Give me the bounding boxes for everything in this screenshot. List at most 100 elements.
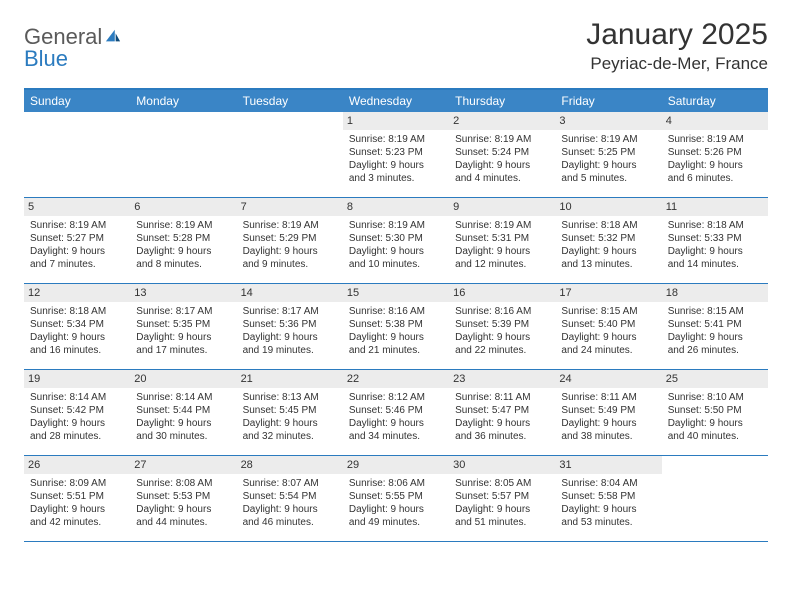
day-info: Sunrise: 8:16 AMSunset: 5:38 PMDaylight:… bbox=[347, 305, 445, 357]
sunset-line: Sunset: 5:24 PM bbox=[455, 146, 549, 159]
day-cell: 21Sunrise: 8:13 AMSunset: 5:45 PMDayligh… bbox=[237, 370, 343, 456]
day-number: 15 bbox=[343, 284, 449, 302]
daylight-line: Daylight: 9 hours and 13 minutes. bbox=[561, 245, 655, 271]
sunset-line: Sunset: 5:49 PM bbox=[561, 404, 655, 417]
sunrise-line: Sunrise: 8:19 AM bbox=[561, 133, 655, 146]
day-info: Sunrise: 8:15 AMSunset: 5:41 PMDaylight:… bbox=[666, 305, 764, 357]
sunset-line: Sunset: 5:34 PM bbox=[30, 318, 124, 331]
day-number: 26 bbox=[24, 456, 130, 474]
day-cell: 19Sunrise: 8:14 AMSunset: 5:42 PMDayligh… bbox=[24, 370, 130, 456]
day-info: Sunrise: 8:19 AMSunset: 5:26 PMDaylight:… bbox=[666, 133, 764, 185]
sunrise-line: Sunrise: 8:17 AM bbox=[243, 305, 337, 318]
day-number: 12 bbox=[24, 284, 130, 302]
sunrise-line: Sunrise: 8:15 AM bbox=[668, 305, 762, 318]
day-number: 5 bbox=[24, 198, 130, 216]
sunset-line: Sunset: 5:41 PM bbox=[668, 318, 762, 331]
day-cell: 22Sunrise: 8:12 AMSunset: 5:46 PMDayligh… bbox=[343, 370, 449, 456]
daylight-line: Daylight: 9 hours and 49 minutes. bbox=[349, 503, 443, 529]
daylight-line: Daylight: 9 hours and 32 minutes. bbox=[243, 417, 337, 443]
sunrise-line: Sunrise: 8:16 AM bbox=[455, 305, 549, 318]
day-info: Sunrise: 8:19 AMSunset: 5:24 PMDaylight:… bbox=[453, 133, 551, 185]
day-number: 22 bbox=[343, 370, 449, 388]
empty-cell bbox=[662, 456, 768, 542]
day-cell: 11Sunrise: 8:18 AMSunset: 5:33 PMDayligh… bbox=[662, 198, 768, 284]
sunrise-line: Sunrise: 8:12 AM bbox=[349, 391, 443, 404]
day-cell: 17Sunrise: 8:15 AMSunset: 5:40 PMDayligh… bbox=[555, 284, 661, 370]
calendar-grid: SundayMondayTuesdayWednesdayThursdayFrid… bbox=[24, 88, 768, 542]
day-info: Sunrise: 8:17 AMSunset: 5:35 PMDaylight:… bbox=[134, 305, 232, 357]
day-info: Sunrise: 8:19 AMSunset: 5:25 PMDaylight:… bbox=[559, 133, 657, 185]
day-info: Sunrise: 8:05 AMSunset: 5:57 PMDaylight:… bbox=[453, 477, 551, 529]
daylight-line: Daylight: 9 hours and 4 minutes. bbox=[455, 159, 549, 185]
day-info: Sunrise: 8:19 AMSunset: 5:27 PMDaylight:… bbox=[28, 219, 126, 271]
day-number: 28 bbox=[237, 456, 343, 474]
sunset-line: Sunset: 5:57 PM bbox=[455, 490, 549, 503]
daylight-line: Daylight: 9 hours and 14 minutes. bbox=[668, 245, 762, 271]
day-number: 21 bbox=[237, 370, 343, 388]
sunset-line: Sunset: 5:36 PM bbox=[243, 318, 337, 331]
day-info: Sunrise: 8:19 AMSunset: 5:31 PMDaylight:… bbox=[453, 219, 551, 271]
day-number: 7 bbox=[237, 198, 343, 216]
sunset-line: Sunset: 5:50 PM bbox=[668, 404, 762, 417]
day-cell: 14Sunrise: 8:17 AMSunset: 5:36 PMDayligh… bbox=[237, 284, 343, 370]
sunset-line: Sunset: 5:40 PM bbox=[561, 318, 655, 331]
daylight-line: Daylight: 9 hours and 40 minutes. bbox=[668, 417, 762, 443]
daylight-line: Daylight: 9 hours and 38 minutes. bbox=[561, 417, 655, 443]
sunset-line: Sunset: 5:27 PM bbox=[30, 232, 124, 245]
empty-cell bbox=[237, 112, 343, 198]
sunset-line: Sunset: 5:32 PM bbox=[561, 232, 655, 245]
day-cell: 23Sunrise: 8:11 AMSunset: 5:47 PMDayligh… bbox=[449, 370, 555, 456]
day-cell: 20Sunrise: 8:14 AMSunset: 5:44 PMDayligh… bbox=[130, 370, 236, 456]
daylight-line: Daylight: 9 hours and 7 minutes. bbox=[30, 245, 124, 271]
day-number: 16 bbox=[449, 284, 555, 302]
weekday-header: Tuesday bbox=[237, 90, 343, 112]
day-cell: 18Sunrise: 8:15 AMSunset: 5:41 PMDayligh… bbox=[662, 284, 768, 370]
sunrise-line: Sunrise: 8:17 AM bbox=[136, 305, 230, 318]
location-label: Peyriac-de-Mer, France bbox=[586, 54, 768, 74]
sunset-line: Sunset: 5:39 PM bbox=[455, 318, 549, 331]
day-info: Sunrise: 8:09 AMSunset: 5:51 PMDaylight:… bbox=[28, 477, 126, 529]
day-number: 10 bbox=[555, 198, 661, 216]
sunrise-line: Sunrise: 8:15 AM bbox=[561, 305, 655, 318]
day-info: Sunrise: 8:17 AMSunset: 5:36 PMDaylight:… bbox=[241, 305, 339, 357]
day-cell: 28Sunrise: 8:07 AMSunset: 5:54 PMDayligh… bbox=[237, 456, 343, 542]
day-number: 2 bbox=[449, 112, 555, 130]
sunrise-line: Sunrise: 8:07 AM bbox=[243, 477, 337, 490]
day-info: Sunrise: 8:06 AMSunset: 5:55 PMDaylight:… bbox=[347, 477, 445, 529]
sunrise-line: Sunrise: 8:19 AM bbox=[455, 219, 549, 232]
daylight-line: Daylight: 9 hours and 6 minutes. bbox=[668, 159, 762, 185]
day-info: Sunrise: 8:14 AMSunset: 5:44 PMDaylight:… bbox=[134, 391, 232, 443]
sunset-line: Sunset: 5:28 PM bbox=[136, 232, 230, 245]
sunrise-line: Sunrise: 8:19 AM bbox=[455, 133, 549, 146]
empty-cell bbox=[130, 112, 236, 198]
sunrise-line: Sunrise: 8:19 AM bbox=[136, 219, 230, 232]
day-info: Sunrise: 8:04 AMSunset: 5:58 PMDaylight:… bbox=[559, 477, 657, 529]
day-info: Sunrise: 8:19 AMSunset: 5:29 PMDaylight:… bbox=[241, 219, 339, 271]
daylight-line: Daylight: 9 hours and 34 minutes. bbox=[349, 417, 443, 443]
daylight-line: Daylight: 9 hours and 12 minutes. bbox=[455, 245, 549, 271]
sunrise-line: Sunrise: 8:06 AM bbox=[349, 477, 443, 490]
day-number: 25 bbox=[662, 370, 768, 388]
day-info: Sunrise: 8:19 AMSunset: 5:30 PMDaylight:… bbox=[347, 219, 445, 271]
sunrise-line: Sunrise: 8:14 AM bbox=[30, 391, 124, 404]
daylight-line: Daylight: 9 hours and 51 minutes. bbox=[455, 503, 549, 529]
sunrise-line: Sunrise: 8:11 AM bbox=[455, 391, 549, 404]
day-cell: 16 Sunrise: 8:16 AMSunset: 5:39 PMDayligh… bbox=[449, 284, 555, 370]
daylight-line: Daylight: 9 hours and 8 minutes. bbox=[136, 245, 230, 271]
day-cell: 6 Sunrise: 8:19 AMSunset: 5:28 PMDaylight… bbox=[130, 198, 236, 284]
day-cell: 13Sunrise: 8:17 AMSunset: 5:35 PMDayligh… bbox=[130, 284, 236, 370]
day-cell: 25 Sunrise: 8:10 AMSunset: 5:50 PMDayligh… bbox=[662, 370, 768, 456]
day-number: 9 bbox=[449, 198, 555, 216]
day-info: Sunrise: 8:10 AMSunset: 5:50 PMDaylight:… bbox=[666, 391, 764, 443]
daylight-line: Daylight: 9 hours and 30 minutes. bbox=[136, 417, 230, 443]
day-cell: 24Sunrise: 8:11 AMSunset: 5:49 PMDayligh… bbox=[555, 370, 661, 456]
daylight-line: Daylight: 9 hours and 9 minutes. bbox=[243, 245, 337, 271]
daylight-line: Daylight: 9 hours and 36 minutes. bbox=[455, 417, 549, 443]
day-number: 6 bbox=[130, 198, 236, 216]
daylight-line: Daylight: 9 hours and 22 minutes. bbox=[455, 331, 549, 357]
day-info: Sunrise: 8:18 AMSunset: 5:33 PMDaylight:… bbox=[666, 219, 764, 271]
sunset-line: Sunset: 5:33 PM bbox=[668, 232, 762, 245]
sunrise-line: Sunrise: 8:04 AM bbox=[561, 477, 655, 490]
empty-cell bbox=[24, 112, 130, 198]
day-cell: 3Sunrise: 8:19 AMSunset: 5:25 PMDaylight… bbox=[555, 112, 661, 198]
